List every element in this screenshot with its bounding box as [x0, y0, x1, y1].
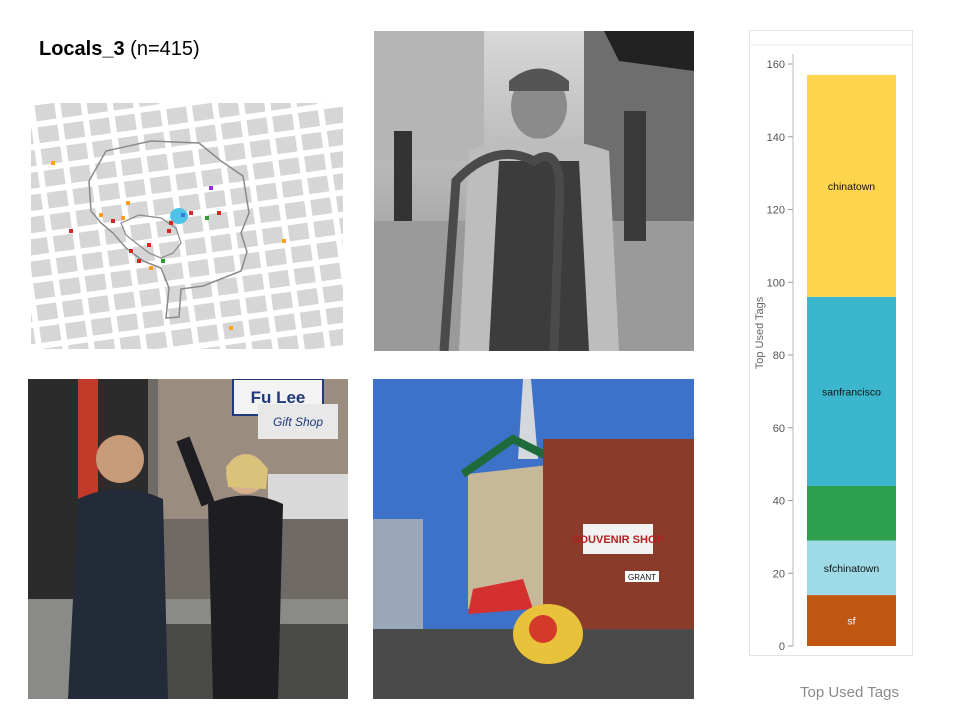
- map-dot: [282, 239, 286, 243]
- map-dot: [217, 211, 221, 215]
- segment-label: sfchinatown: [824, 563, 880, 575]
- bar-segment: [807, 485, 896, 541]
- map-dot: [205, 216, 209, 220]
- neighborhood-boundary: [88, 140, 250, 319]
- segment-label: sanfrancisco: [822, 386, 881, 398]
- y-tick-label: 140: [767, 132, 785, 144]
- bar-segment: [807, 296, 896, 486]
- photo-politicians-art: Fu Lee Gift Shop: [28, 379, 348, 699]
- slide-title-bold: Locals_3: [39, 38, 125, 60]
- map-dot: [129, 249, 133, 253]
- shop-sign-text: Fu Lee: [251, 388, 306, 407]
- bar-segments: [807, 74, 896, 646]
- segment-label: chinatown: [828, 181, 875, 193]
- map-dot: [137, 259, 141, 263]
- y-tick-label: 20: [773, 568, 785, 580]
- map-dot: [167, 229, 171, 233]
- slide-title: Locals_3 (n=415): [39, 38, 200, 61]
- bar-segment: [807, 595, 896, 646]
- street-map-svg: [31, 103, 343, 349]
- souvenir-sign-text: SOUVENIR SHOP: [572, 534, 664, 546]
- map-blocks: [31, 103, 343, 349]
- map-dot: [147, 243, 151, 247]
- map-dot: [51, 161, 55, 165]
- map-dot: [111, 219, 115, 223]
- map-dot: [209, 186, 213, 190]
- chart-caption: Top Used Tags: [800, 684, 899, 701]
- slide-title-count: (n=415): [124, 38, 200, 60]
- photo-vendor-art: [374, 31, 694, 351]
- street-map: [31, 103, 343, 349]
- highlight-area: [170, 208, 188, 224]
- map-dot: [121, 216, 125, 220]
- street-sign-text: GRANT: [628, 573, 656, 582]
- map-dot: [126, 201, 130, 205]
- map-dot: [169, 221, 173, 225]
- y-tick-label: 0: [779, 641, 785, 653]
- bar-segment: [807, 74, 896, 297]
- photo-vendor: [374, 31, 694, 351]
- photo-politicians: Fu Lee Gift Shop: [28, 379, 348, 699]
- y-tick-label: 120: [767, 205, 785, 217]
- bar-segment: [807, 540, 896, 596]
- segment-labels: sf sfchinatown sanfrancisco chinatown: [822, 181, 881, 628]
- photo-street: SOUVENIR SHOP GRANT: [373, 379, 694, 699]
- map-dot: [149, 266, 153, 270]
- map-dots: [51, 161, 286, 330]
- y-tick-label: 60: [773, 423, 785, 435]
- y-axis-label: Top Used Tags: [754, 296, 766, 369]
- map-dot: [99, 213, 103, 217]
- y-tick-label: 160: [767, 59, 785, 71]
- segment-label: sf: [847, 616, 855, 628]
- y-tick-label: 40: [773, 496, 785, 508]
- photo-street-art: SOUVENIR SHOP GRANT: [373, 379, 694, 699]
- tag-chart: Top Used Tags 0 20 40 60 80 100 120 140 160 sf sf…: [749, 30, 913, 656]
- map-dot: [181, 213, 185, 217]
- inner-boundary: [120, 214, 182, 259]
- y-tick-label: 100: [767, 277, 785, 289]
- y-ticks: 0 20 40 60 80 100 120 140 160: [767, 54, 794, 653]
- map-dot: [69, 229, 73, 233]
- map-dot: [189, 211, 193, 215]
- shop-sign-subtext: Gift Shop: [273, 415, 323, 429]
- map-dot: [229, 326, 233, 330]
- y-tick-label: 80: [773, 350, 785, 362]
- map-dot: [161, 259, 165, 263]
